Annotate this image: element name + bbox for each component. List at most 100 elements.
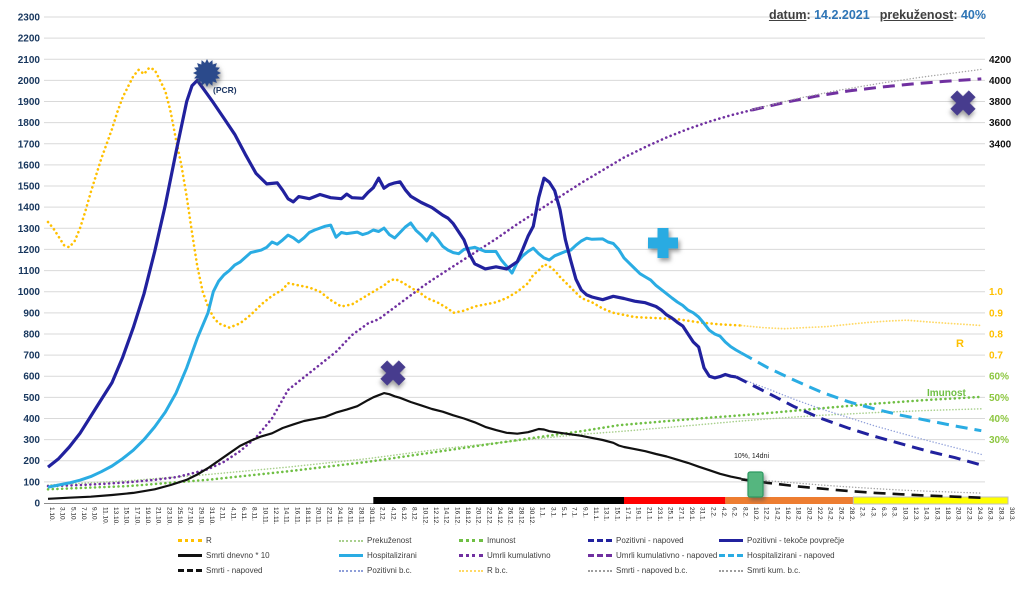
x-axis-tick: 16.12. <box>453 507 460 525</box>
flag-annotation: 10%, 14dni <box>734 453 769 460</box>
right-r-tick: 0.8 <box>989 329 1003 340</box>
x-axis-tick: 19.1. <box>635 507 642 522</box>
x-axis-tick: 20.11. <box>315 507 322 525</box>
right-r-tick: 0.9 <box>989 308 1003 319</box>
x-axis-tick: 22.11. <box>325 507 332 525</box>
left-axis-tick: 1300 <box>18 224 41 235</box>
datum-label: datum <box>768 8 807 22</box>
x-axis-tick: 26.3. <box>987 507 994 522</box>
right-axis-r: 1.0 0.9 0.8 0.7 R <box>956 287 1003 361</box>
series-imunost <box>46 395 983 491</box>
x-axis-tick: 28.2. <box>848 507 855 522</box>
right-axis-pct: 60% 50% 40% 30% Imunost <box>927 372 1009 446</box>
prekuzenost-value: 40% <box>960 8 986 22</box>
left-axis-tick: 1700 <box>18 139 41 150</box>
series-r <box>46 66 743 329</box>
timeline-segment <box>852 496 1009 505</box>
series-r-bc <box>740 319 983 330</box>
x-axis-tick: 25.1. <box>667 507 674 522</box>
series-smrti-kum-bc <box>751 68 982 111</box>
timeline-segment <box>373 497 624 504</box>
x-axis-tick: 26.11. <box>347 507 354 525</box>
x-axis-tick: 2.2. <box>709 507 716 518</box>
x-axis-tick: 11.10. <box>101 507 108 525</box>
x-axis-tick: 21.1. <box>645 507 652 522</box>
left-axis-tick: 1600 <box>18 160 41 171</box>
header-date-info: datum: 14.2.2021 prekuženost: 40% <box>768 8 986 22</box>
series-hospitalizirani-napoved <box>740 351 982 433</box>
x-axis-tick: 15.1. <box>613 507 620 522</box>
x-axis-tick: 31.1. <box>699 507 706 522</box>
x-axis-tick: 31.10. <box>208 507 215 525</box>
x-axis-tick: 4.11. <box>229 507 236 521</box>
x-axis-tick: 16.11. <box>293 507 300 525</box>
right-pct-tick: 50% <box>989 393 1009 404</box>
x-axis-tick: 28.11. <box>357 507 364 525</box>
right-deaths-tick: 4000 <box>989 76 1012 87</box>
left-axis-tick: 2100 <box>18 55 41 66</box>
x-axis-tick: 8.12. <box>411 507 418 522</box>
x-axis-tick: 22.3. <box>965 507 972 522</box>
series-smrti-napoved <box>741 478 982 499</box>
x-axis-tick: 6.2. <box>731 507 738 518</box>
x-axis-tick: 15.10. <box>123 507 130 525</box>
x-axis-tick: 7.1. <box>571 507 578 518</box>
left-axis-tick: 1900 <box>18 97 41 108</box>
x-axis-tick: 7.10. <box>80 507 87 522</box>
x-axis-tick: 6.12. <box>400 507 407 522</box>
x-axis-tick: 1.1. <box>539 507 546 518</box>
x-axis-tick: 27.10. <box>187 507 194 525</box>
series-smrti-napoved-bc <box>740 478 982 494</box>
x-axis-tick: 26.2. <box>837 507 844 522</box>
x-axis-tick: 4.12. <box>389 507 396 522</box>
x-axis-tick: 26.12. <box>507 507 514 525</box>
hospital-plus-marker <box>648 228 678 258</box>
right-deaths-tick: 3800 <box>989 97 1012 108</box>
series-umrli-kum <box>46 108 754 488</box>
gridlines <box>44 16 985 483</box>
x-axis-tick: 12.11. <box>272 507 279 525</box>
x-axis-tick: 12.12. <box>432 507 439 525</box>
right-pct-tick: 60% <box>989 372 1009 383</box>
x-axis-tick: 30.11. <box>368 507 375 525</box>
x-axis-labels: 1.10. 3.10. 5.10. 7.10. 9.10. 11.10. 13.10. 15.… <box>48 507 1015 525</box>
left-axis-tick: 900 <box>23 308 40 319</box>
series-pozitivni-napoved <box>735 375 982 467</box>
x-axis-tick: 24.2. <box>827 507 834 522</box>
left-axis-tick: 300 <box>23 435 40 446</box>
right-r-tick: 1.0 <box>989 287 1003 298</box>
x-axis-tick: 20.12. <box>475 507 482 525</box>
x-axis-tick: 16.2. <box>784 507 791 522</box>
x-axis-tick: 24.11. <box>336 507 343 525</box>
imunost-axis-label: Imunost <box>927 388 967 399</box>
left-axis-tick: 100 <box>23 477 40 488</box>
left-axis-labels: 0 100 200 300 400 500 600 700 800 900 1000 1100 1200… <box>18 13 41 510</box>
x-axis-tick: 14.12. <box>443 507 450 525</box>
vaccination-flag-marker <box>747 471 764 498</box>
x-axis-tick: 2.12. <box>379 507 386 522</box>
left-axis-tick: 0 <box>34 499 40 510</box>
series-umrli-kum-napoved <box>751 77 982 112</box>
x-axis-tick: 19.10. <box>144 507 151 525</box>
x-axis-tick: 22.2. <box>816 507 823 522</box>
x-axis-tick: 10.3. <box>901 507 908 522</box>
x-axis-tick: 14.2. <box>773 507 780 522</box>
x-axis-tick: 9.1. <box>581 507 588 518</box>
x-axis-tick: 28.12. <box>517 507 524 525</box>
left-axis-tick: 200 <box>23 456 40 467</box>
x-axis-tick: 18.2. <box>795 507 802 522</box>
x-axis-tick: 29.10. <box>197 507 204 525</box>
timeline-segment <box>623 497 726 504</box>
x-axis-tick: 6.3. <box>880 507 887 518</box>
x-axis-tick: 20.2. <box>805 507 812 522</box>
x-axis-tick: 4.3. <box>869 507 876 518</box>
right-deaths-tick: 4200 <box>989 55 1012 66</box>
x-axis-tick: 14.11. <box>283 507 290 525</box>
left-axis-tick: 1100 <box>18 266 40 277</box>
x-axis-tick: 20.3. <box>955 507 962 522</box>
prekuzenost-label: prekuženost <box>879 8 954 22</box>
x-axis-tick: 24.3. <box>976 507 983 522</box>
x-axis-tick: 8.11. <box>251 507 258 521</box>
x-axis-tick: 30.3. <box>1008 507 1015 522</box>
